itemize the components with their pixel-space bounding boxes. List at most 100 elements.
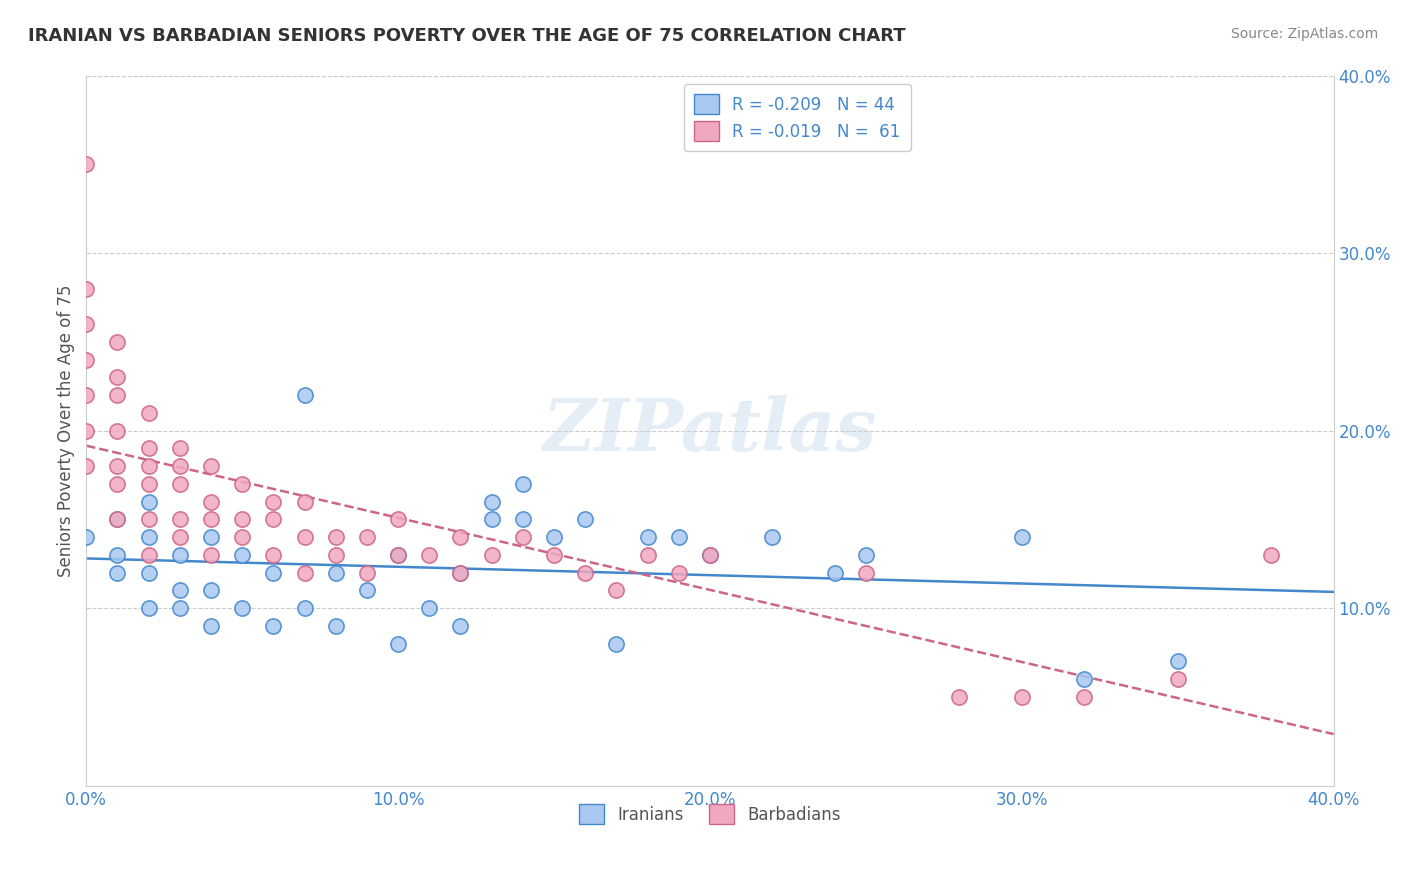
Point <box>418 548 440 562</box>
Point <box>605 637 627 651</box>
Y-axis label: Seniors Poverty Over the Age of 75: Seniors Poverty Over the Age of 75 <box>58 285 75 577</box>
Point <box>138 459 160 474</box>
Point <box>75 282 97 296</box>
Point <box>668 530 690 544</box>
Point <box>107 566 129 580</box>
Point <box>325 566 347 580</box>
Point <box>325 548 347 562</box>
Point <box>138 494 160 508</box>
Point <box>262 512 284 526</box>
Point <box>637 548 659 562</box>
Point <box>294 388 316 402</box>
Point <box>543 530 565 544</box>
Point <box>387 548 409 562</box>
Point <box>138 512 160 526</box>
Point <box>169 548 191 562</box>
Point <box>107 459 129 474</box>
Point <box>356 530 378 544</box>
Point <box>605 583 627 598</box>
Point <box>262 566 284 580</box>
Point <box>1073 690 1095 704</box>
Point <box>200 512 222 526</box>
Point <box>107 370 129 384</box>
Point <box>325 619 347 633</box>
Point <box>824 566 846 580</box>
Point <box>512 477 534 491</box>
Point <box>107 512 129 526</box>
Point <box>699 548 721 562</box>
Point <box>294 601 316 615</box>
Point <box>481 512 503 526</box>
Point <box>262 548 284 562</box>
Point <box>512 530 534 544</box>
Point <box>1167 655 1189 669</box>
Point <box>262 619 284 633</box>
Point <box>138 477 160 491</box>
Point <box>294 530 316 544</box>
Point <box>356 566 378 580</box>
Point <box>75 424 97 438</box>
Point <box>200 583 222 598</box>
Point <box>200 548 222 562</box>
Point <box>481 548 503 562</box>
Point <box>450 530 472 544</box>
Point <box>325 530 347 544</box>
Point <box>637 530 659 544</box>
Point <box>574 566 596 580</box>
Point <box>855 548 877 562</box>
Point <box>200 459 222 474</box>
Point <box>75 459 97 474</box>
Point <box>450 566 472 580</box>
Point <box>138 566 160 580</box>
Text: Source: ZipAtlas.com: Source: ZipAtlas.com <box>1230 27 1378 41</box>
Point <box>138 548 160 562</box>
Point <box>761 530 783 544</box>
Point <box>231 601 253 615</box>
Point <box>418 601 440 615</box>
Point <box>231 512 253 526</box>
Point <box>450 566 472 580</box>
Point <box>107 512 129 526</box>
Text: ZIPatlas: ZIPatlas <box>543 395 877 467</box>
Point <box>169 442 191 456</box>
Point <box>855 566 877 580</box>
Point <box>387 637 409 651</box>
Point <box>169 530 191 544</box>
Text: IRANIAN VS BARBADIAN SENIORS POVERTY OVER THE AGE OF 75 CORRELATION CHART: IRANIAN VS BARBADIAN SENIORS POVERTY OVE… <box>28 27 905 45</box>
Point <box>138 601 160 615</box>
Point <box>1260 548 1282 562</box>
Point <box>574 512 596 526</box>
Point <box>169 583 191 598</box>
Point <box>543 548 565 562</box>
Point <box>231 477 253 491</box>
Point <box>75 352 97 367</box>
Point <box>138 406 160 420</box>
Point <box>107 424 129 438</box>
Point <box>1011 530 1033 544</box>
Legend: Iranians, Barbadians: Iranians, Barbadians <box>569 794 851 834</box>
Point <box>75 530 97 544</box>
Point <box>356 583 378 598</box>
Point <box>200 619 222 633</box>
Point <box>107 477 129 491</box>
Point <box>169 512 191 526</box>
Point <box>75 317 97 331</box>
Point <box>387 548 409 562</box>
Point <box>450 619 472 633</box>
Point <box>1073 672 1095 686</box>
Point <box>294 566 316 580</box>
Point <box>1167 672 1189 686</box>
Point <box>138 530 160 544</box>
Point <box>387 512 409 526</box>
Point <box>512 512 534 526</box>
Point <box>169 601 191 615</box>
Point <box>1011 690 1033 704</box>
Point <box>668 566 690 580</box>
Point <box>262 494 284 508</box>
Point <box>294 494 316 508</box>
Point <box>948 690 970 704</box>
Point <box>200 530 222 544</box>
Point <box>138 442 160 456</box>
Point <box>75 157 97 171</box>
Point <box>107 334 129 349</box>
